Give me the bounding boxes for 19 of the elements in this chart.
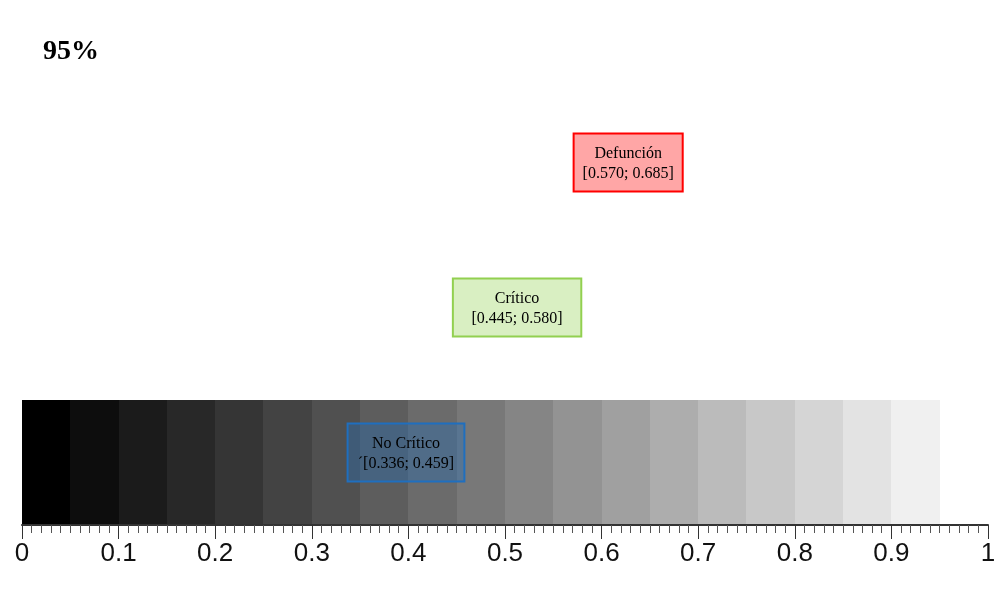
data-label: [0.570; 0.685] — [582, 164, 674, 181]
data-label: ´[0.336; 0.459] — [357, 454, 455, 471]
x-tick-label: 0 — [14, 537, 30, 567]
x-tick-label: 0.6 — [583, 537, 620, 567]
y-tick-label: Crítico — [494, 289, 540, 306]
bar — [451, 277, 583, 338]
x-tick-label: 0.4 — [390, 537, 427, 567]
x-tick-label: 0.5 — [486, 537, 524, 567]
x-tick-label: 0.7 — [680, 537, 717, 567]
chart-title: 95% — [43, 33, 99, 65]
x-tick-label: 0.3 — [293, 537, 330, 567]
y-tick-label: No Crítico — [371, 434, 440, 451]
x-tick-label: 1 — [980, 537, 996, 567]
x-tick-label: 0.8 — [776, 537, 813, 567]
x-tick-label: 0.9 — [873, 537, 910, 567]
y-tick-label: Defunción — [594, 144, 662, 161]
data-label: [0.445; 0.580] — [471, 309, 563, 326]
x-tick-label: 0.2 — [197, 537, 234, 567]
x-tick-label: 0.1 — [100, 537, 137, 567]
